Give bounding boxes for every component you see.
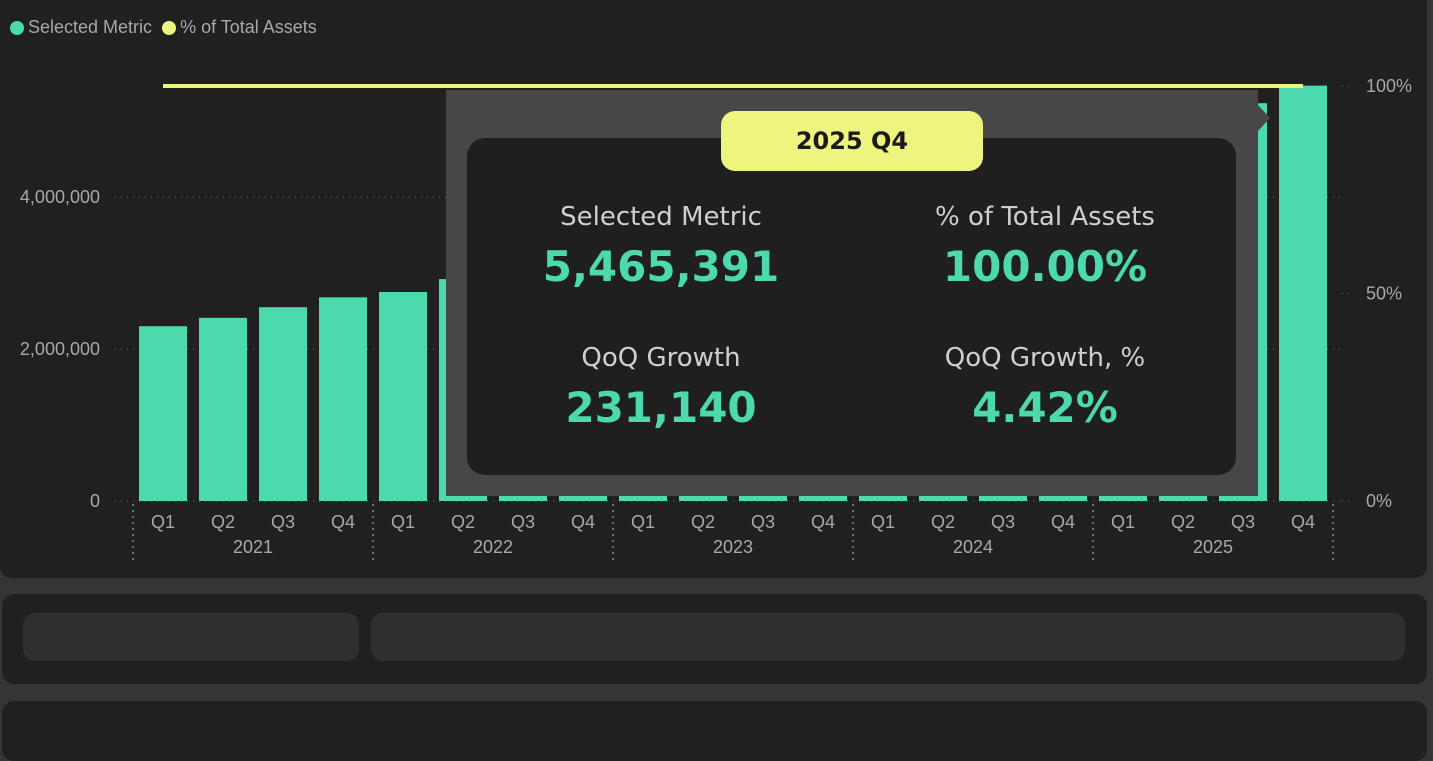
tooltip-label: Selected Metric	[560, 202, 762, 232]
x-tick-label: Q4	[1291, 512, 1315, 532]
x-tick-label: Q4	[811, 512, 835, 532]
year-label: 2025	[1193, 537, 1233, 557]
bar	[259, 307, 307, 501]
bar	[379, 292, 427, 501]
x-tick-label: Q1	[151, 512, 175, 532]
x-tick-label: Q4	[1051, 512, 1075, 532]
x-tick-label: Q1	[1111, 512, 1135, 532]
y-tick-label: 0	[90, 491, 100, 511]
x-tick-label: Q2	[211, 512, 235, 532]
tooltip: Selected Metric 5,465,391 % of Total Ass…	[446, 90, 1258, 496]
tooltip-arrow	[1258, 105, 1270, 131]
tooltip-value: 231,140	[565, 383, 757, 432]
x-tick-label: Q1	[391, 512, 415, 532]
year-label: 2022	[473, 537, 513, 557]
tooltip-label: QoQ Growth, %	[944, 343, 1146, 373]
legend-swatch-pct-total-assets	[162, 20, 177, 35]
bar	[199, 317, 247, 501]
year-label: 2021	[233, 537, 273, 557]
tooltip-label: % of Total Assets	[935, 202, 1155, 232]
legend-swatch-selected-metric	[10, 20, 24, 35]
y2-tick-label: 50%	[1366, 284, 1402, 304]
x-tick-label: Q2	[1171, 512, 1195, 532]
y2-tick-label: 100%	[1366, 76, 1412, 96]
tooltip-label: QoQ Growth	[581, 343, 741, 373]
x-tick-label: Q3	[1231, 512, 1255, 532]
legend-label[interactable]: Selected Metric	[28, 17, 153, 37]
x-tick-label: Q1	[871, 512, 895, 532]
legend: Selected Metric % of Total Assets	[10, 17, 327, 38]
tooltip-item: QoQ Growth 231,140	[469, 343, 853, 432]
x-tick-label: Q1	[631, 512, 655, 532]
x-tick-label: Q3	[511, 512, 535, 532]
x-tick-label: Q2	[691, 512, 715, 532]
tooltip-title: 2025 Q4	[721, 111, 983, 171]
y-tick-label: 2,000,000	[20, 339, 100, 359]
bar	[1279, 85, 1327, 502]
x-tick-label: Q3	[751, 512, 775, 532]
slicer-pill[interactable]	[371, 613, 1405, 661]
y-tick-label: 4,000,000	[20, 187, 100, 207]
bottom-panel	[2, 701, 1427, 761]
x-tick-label: Q2	[451, 512, 475, 532]
tooltip-item: QoQ Growth, % 4.42%	[853, 343, 1237, 432]
tooltip-item: % of Total Assets 100.00%	[853, 202, 1237, 291]
bar	[139, 326, 187, 501]
tooltip-value: 100.00%	[942, 242, 1148, 291]
x-tick-label: Q3	[271, 512, 295, 532]
bar	[319, 297, 367, 501]
tooltip-body: Selected Metric 5,465,391 % of Total Ass…	[467, 138, 1236, 475]
filter-panel	[2, 594, 1427, 684]
year-label: 2023	[713, 537, 753, 557]
x-tick-label: Q4	[331, 512, 355, 532]
legend-label[interactable]: % of Total Assets	[180, 17, 317, 37]
tooltip-item: Selected Metric 5,465,391	[469, 202, 853, 291]
slicer-pill[interactable]	[23, 613, 359, 661]
year-label: 2024	[953, 537, 993, 557]
x-tick-label: Q2	[931, 512, 955, 532]
x-tick-label: Q4	[571, 512, 595, 532]
tooltip-value: 4.42%	[972, 383, 1118, 432]
y2-tick-label: 0%	[1366, 491, 1392, 511]
tooltip-value: 5,465,391	[542, 242, 780, 291]
x-tick-label: Q3	[991, 512, 1015, 532]
